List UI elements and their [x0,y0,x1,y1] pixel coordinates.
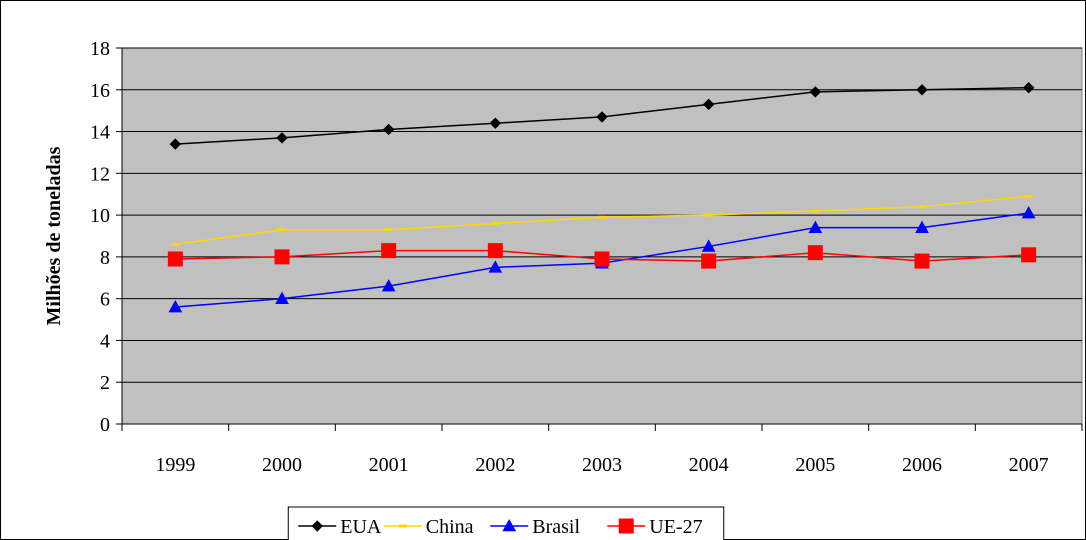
data-point-brasil [1021,205,1036,219]
y-tick-label: 10 [90,205,110,227]
data-point-eua [1022,81,1035,94]
series-group [167,81,1037,313]
data-point-brasil [488,260,503,273]
x-tick-label: 2001 [369,454,409,476]
data-point-ue-27 [167,251,183,267]
x-tick-label: 2003 [582,454,622,476]
legend-label-eua: EUA [340,516,382,538]
x-axis-ticks: 1999 2000 2001 2002 2003 2004 2005 2006 2007 [121,424,1083,476]
data-point-brasil [915,220,929,233]
legend-item-ue-27: UE-27 [607,516,703,538]
legend-marker-brasil [502,518,517,532]
data-point-eua [382,123,395,136]
data-point-eua [916,84,928,96]
y-tick-label: 16 [90,80,110,102]
axes [121,48,1082,425]
x-tick-label: 2000 [262,454,302,476]
legend-label-china: China [426,516,474,538]
data-point-ue-27 [1021,247,1037,263]
x-tick-label: 2005 [795,454,835,476]
data-point-brasil [381,279,396,292]
y-tick-label: 18 [90,38,110,60]
legend-marker-eua [311,520,323,532]
y-axis-title: Milhões de toneladas [43,146,65,325]
data-point-ue-27 [594,251,610,267]
data-point-eua [276,132,288,144]
y-axis-ticks: 0 2 4 6 8 10 12 14 16 18 [90,38,122,436]
data-point-brasil [701,239,716,252]
data-point-ue-27 [914,253,930,269]
y-tick-label: 12 [90,163,110,185]
legend-item-china: China [383,516,474,538]
legend-marker-ue-27 [618,518,634,534]
x-tick-label: 2004 [689,454,729,476]
data-point-brasil [168,299,183,313]
x-tick-label: 2006 [902,454,942,476]
plot-area [121,47,1083,425]
data-point-ue-27 [381,243,397,259]
series-china [171,194,1033,246]
y-tick-label: 6 [100,289,110,311]
data-point-ue-27 [487,243,503,259]
legend-label-brasil: Brasil [532,516,580,538]
gridlines [122,47,1082,383]
data-point-ue-27 [807,245,823,261]
legend-item-brasil: Brasil [490,516,580,538]
y-tick-label: 14 [90,122,110,144]
legend-item-eua: EUA [298,516,382,538]
x-tick-label: 2002 [475,454,515,476]
y-tick-label: 0 [100,414,110,436]
data-point-brasil [808,220,823,233]
x-tick-label: 1999 [155,454,195,476]
data-point-ue-27 [701,253,717,269]
y-tick-label: 8 [100,247,110,269]
y-tick-label: 2 [100,372,110,394]
data-point-ue-27 [274,249,290,265]
y-tick-label: 4 [100,330,110,352]
data-point-eua [489,117,502,129]
data-point-eua [809,86,822,98]
data-point-eua [702,98,715,111]
data-point-eua [169,138,182,150]
legend-box [287,506,725,540]
series-ue-27 [167,243,1037,269]
series-eua [169,81,1035,150]
legend-label-ue-27: UE-27 [649,516,702,538]
data-point-brasil [275,291,289,304]
data-point-eua [596,111,608,123]
x-tick-label: 2007 [1009,454,1049,476]
legend: EUA China Brasil UE-27 [287,506,725,540]
